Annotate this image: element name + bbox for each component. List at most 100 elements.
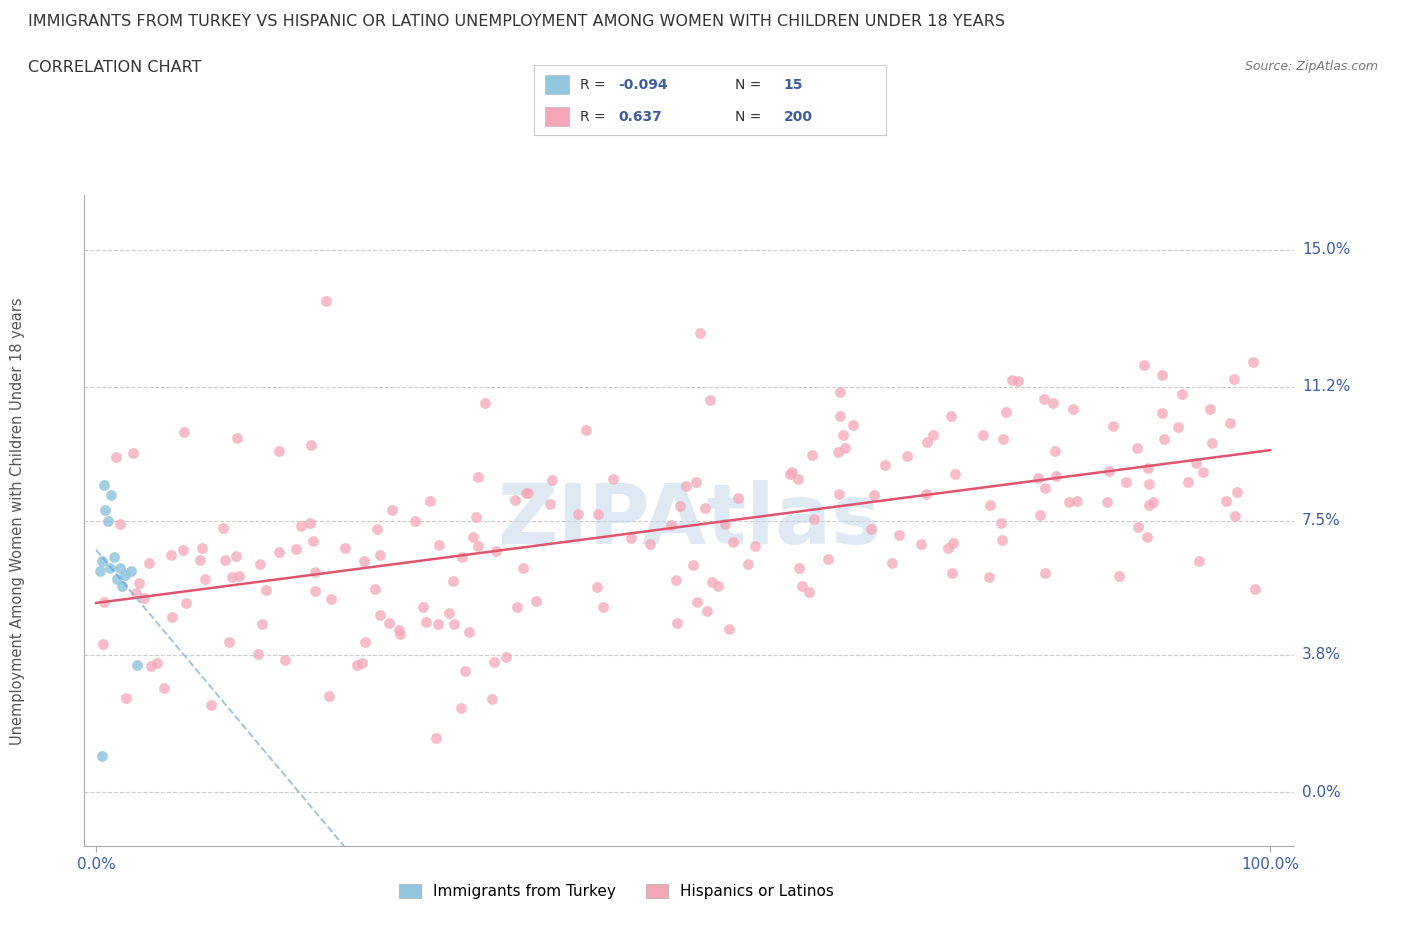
Point — [461, 529, 484, 544]
Point — [1150, 367, 1173, 382]
Point — [834, 441, 856, 456]
Point — [1066, 493, 1088, 508]
Point — [495, 650, 517, 665]
Point — [481, 691, 503, 706]
Text: 15: 15 — [785, 77, 803, 92]
Point — [990, 533, 1012, 548]
Point — [1241, 354, 1264, 369]
Point — [817, 551, 839, 566]
Point — [602, 472, 624, 486]
Point — [787, 472, 810, 486]
Point — [1026, 471, 1049, 485]
Point — [695, 501, 717, 516]
Point — [1133, 357, 1156, 372]
Point — [464, 510, 486, 525]
Point — [127, 658, 149, 673]
Point — [800, 448, 823, 463]
Point — [524, 593, 547, 608]
Point — [285, 542, 308, 557]
Point — [1188, 554, 1211, 569]
Text: R =: R = — [581, 110, 610, 124]
Text: 15.0%: 15.0% — [1302, 242, 1350, 257]
Point — [1142, 495, 1164, 510]
Point — [1126, 440, 1149, 455]
Text: 0.0%: 0.0% — [1302, 785, 1340, 800]
Point — [346, 658, 368, 672]
Point — [942, 536, 965, 551]
Point — [1219, 416, 1241, 431]
Point — [1126, 520, 1149, 535]
Point — [744, 538, 766, 553]
Point — [586, 507, 609, 522]
Point — [1028, 508, 1050, 523]
Point — [458, 624, 481, 639]
Point — [188, 552, 211, 567]
Point — [200, 698, 222, 712]
Point — [1108, 568, 1130, 583]
Point — [97, 513, 120, 528]
Point — [162, 609, 184, 624]
Point — [319, 591, 342, 606]
Point — [1226, 485, 1249, 499]
Point — [172, 543, 194, 558]
Point — [176, 596, 198, 611]
Point — [620, 530, 643, 545]
Point — [1033, 565, 1056, 580]
Point — [173, 424, 195, 439]
Point — [586, 579, 609, 594]
Point — [128, 576, 150, 591]
Text: 3.8%: 3.8% — [1302, 647, 1341, 662]
Text: Unemployment Among Women with Children Under 18 years: Unemployment Among Women with Children U… — [10, 297, 25, 745]
Point — [115, 691, 138, 706]
Point — [250, 617, 273, 631]
Point — [138, 555, 160, 570]
Point — [368, 548, 391, 563]
Point — [114, 567, 136, 582]
Text: IMMIGRANTS FROM TURKEY VS HISPANIC OR LATINO UNEMPLOYMENT AMONG WOMEN WITH CHILD: IMMIGRANTS FROM TURKEY VS HISPANIC OR LA… — [28, 14, 1005, 29]
Point — [990, 515, 1012, 530]
Point — [221, 570, 243, 585]
Point — [441, 573, 464, 588]
Point — [1177, 474, 1199, 489]
Point — [828, 408, 851, 423]
Point — [1223, 509, 1246, 524]
Point — [727, 491, 749, 506]
Point — [941, 565, 963, 580]
Point — [290, 519, 312, 534]
Point — [454, 664, 477, 679]
Point — [1042, 395, 1064, 410]
Point — [659, 517, 682, 532]
Point — [1033, 481, 1056, 496]
Point — [682, 558, 704, 573]
Point — [110, 517, 132, 532]
Point — [1215, 493, 1237, 508]
Point — [94, 502, 117, 517]
Point — [787, 560, 810, 575]
Point — [419, 494, 441, 509]
Point — [828, 385, 851, 400]
Point — [592, 599, 614, 614]
Point — [191, 540, 214, 555]
Point — [827, 445, 849, 459]
Point — [298, 515, 321, 530]
Point — [353, 634, 375, 649]
Point — [111, 578, 134, 593]
Point — [125, 586, 148, 601]
Point — [1167, 420, 1189, 435]
Point — [1098, 463, 1121, 478]
Point — [721, 535, 744, 550]
Point — [366, 522, 388, 537]
Point — [515, 485, 537, 500]
Point — [832, 428, 855, 443]
Point — [211, 520, 233, 535]
Point — [104, 450, 127, 465]
FancyBboxPatch shape — [544, 107, 569, 126]
Point — [915, 486, 938, 501]
Point — [939, 408, 962, 423]
Point — [304, 565, 326, 579]
Point — [269, 444, 291, 458]
Point — [153, 681, 176, 696]
Text: R =: R = — [581, 77, 610, 92]
Point — [859, 522, 882, 537]
Text: 200: 200 — [785, 110, 813, 124]
